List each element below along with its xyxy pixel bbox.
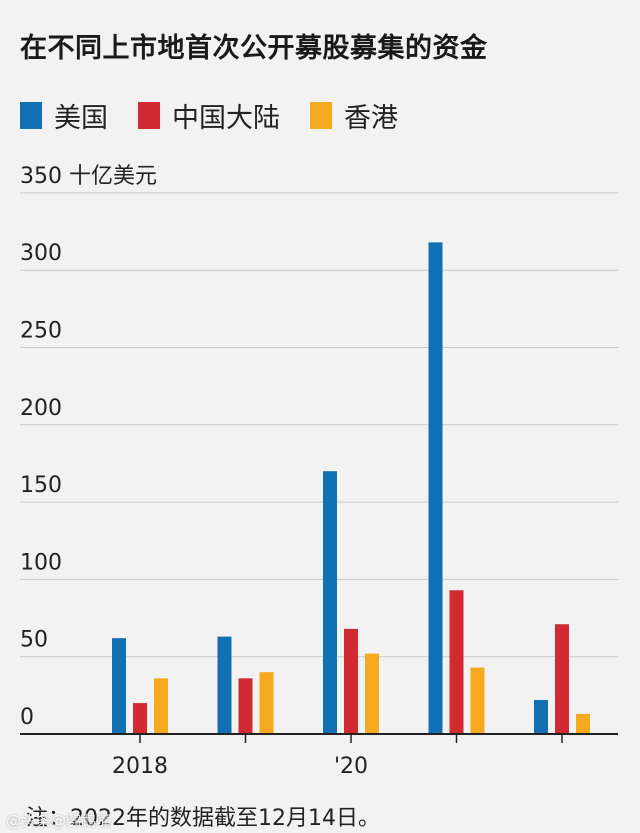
bar-2021-0 xyxy=(428,242,443,734)
grid-lines xyxy=(20,192,618,658)
bar-2021-2 xyxy=(470,667,485,734)
bar-2022-2 xyxy=(576,713,590,734)
y-tick-label: 200 xyxy=(20,396,62,421)
legend: 美国 中国大陆 香港 xyxy=(20,96,428,135)
x-axis-ticks xyxy=(139,734,563,743)
bars xyxy=(112,242,590,734)
x-tick-label: '20 xyxy=(334,754,368,779)
legend-swatch-hongkong xyxy=(310,102,332,129)
bar-2019-2 xyxy=(259,672,274,734)
bar-2018-2 xyxy=(154,678,168,734)
y-tick-label: 100 xyxy=(20,550,62,575)
bar-2018-1 xyxy=(133,703,147,734)
x-tick-label: 2018 xyxy=(112,754,168,779)
bar-2021-1 xyxy=(449,590,464,734)
watermark: @头条@鹦鹉嘴 xyxy=(6,812,112,830)
y-tick-label: 250 xyxy=(20,319,62,344)
legend-item-us: 美国 xyxy=(20,96,108,135)
legend-label-hongkong: 香港 xyxy=(344,103,398,134)
legend-label-mainland: 中国大陆 xyxy=(172,103,280,134)
legend-label-us: 美国 xyxy=(54,103,108,134)
footnote: 注：2022年的数据截至12月14日。 xyxy=(26,806,380,831)
bar-2020-1 xyxy=(344,628,358,734)
bar-2018-0 xyxy=(112,638,126,734)
bar-2019-0 xyxy=(217,636,232,734)
bar-2022-1 xyxy=(555,624,569,734)
y-tick-label: 50 xyxy=(20,628,48,653)
y-tick-label: 0 xyxy=(20,705,34,730)
legend-item-mainland: 中国大陆 xyxy=(138,96,280,135)
y-tick-label: 300 xyxy=(20,241,62,266)
bar-2020-2 xyxy=(365,653,379,734)
y-axis-labels: 0 50 100 150 200 250 300 350 十亿美元 xyxy=(20,164,157,730)
legend-swatch-mainland xyxy=(138,102,160,129)
bar-2020-0 xyxy=(323,471,337,734)
bar-2019-1 xyxy=(238,678,253,734)
bar-2022-0 xyxy=(534,699,548,734)
legend-swatch-us xyxy=(20,102,42,129)
chart-title: 在不同上市地首次公开募股募集的资金 xyxy=(20,33,488,64)
y-tick-label: 150 xyxy=(20,473,62,498)
x-axis-labels: 2018 '20 xyxy=(112,754,368,779)
bar-chart: 0 50 100 150 200 250 300 350 十亿美元 2018 '20 xyxy=(20,164,618,779)
y-tick-label: 350 十亿美元 xyxy=(20,164,157,189)
legend-item-hongkong: 香港 xyxy=(310,96,398,135)
